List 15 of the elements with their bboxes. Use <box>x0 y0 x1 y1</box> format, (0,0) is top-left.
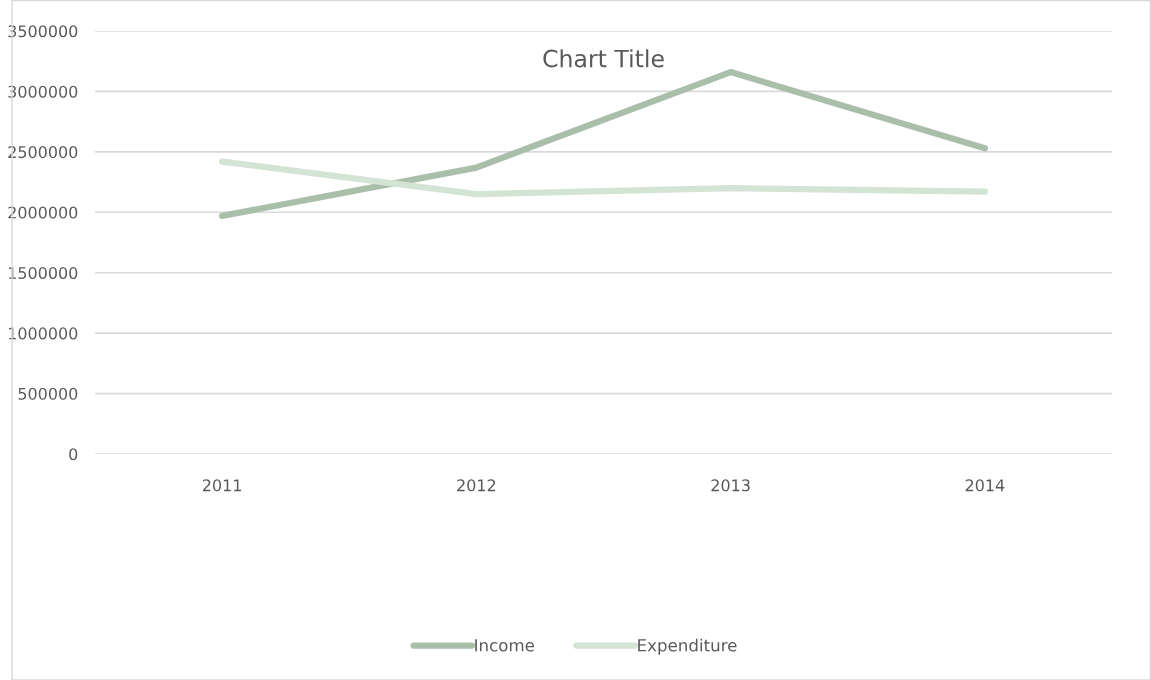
y-tick-label: 1500000 <box>8 266 78 280</box>
x-tick-label: 2014 <box>965 479 1005 492</box>
x-tick-label: 2011 <box>202 479 241 492</box>
x-tick-label: 2012 <box>457 479 496 492</box>
y-tick-label: 1000000 <box>8 327 78 340</box>
x-tick-label: 2013 <box>711 479 750 492</box>
text: Chart Title <box>543 49 664 68</box>
legend-label: Income <box>475 639 535 652</box>
y-tick-label: 2000000 <box>8 206 78 219</box>
legend-label: Expenditure <box>638 638 737 655</box>
y-tick-label: 500000 <box>18 387 78 400</box>
y-tick-label: 2500000 <box>8 146 78 159</box>
y-tick-label: 3500000 <box>8 25 78 38</box>
y-tick-label: 0 <box>69 448 78 461</box>
y-tick-label: 3000000 <box>8 85 78 98</box>
